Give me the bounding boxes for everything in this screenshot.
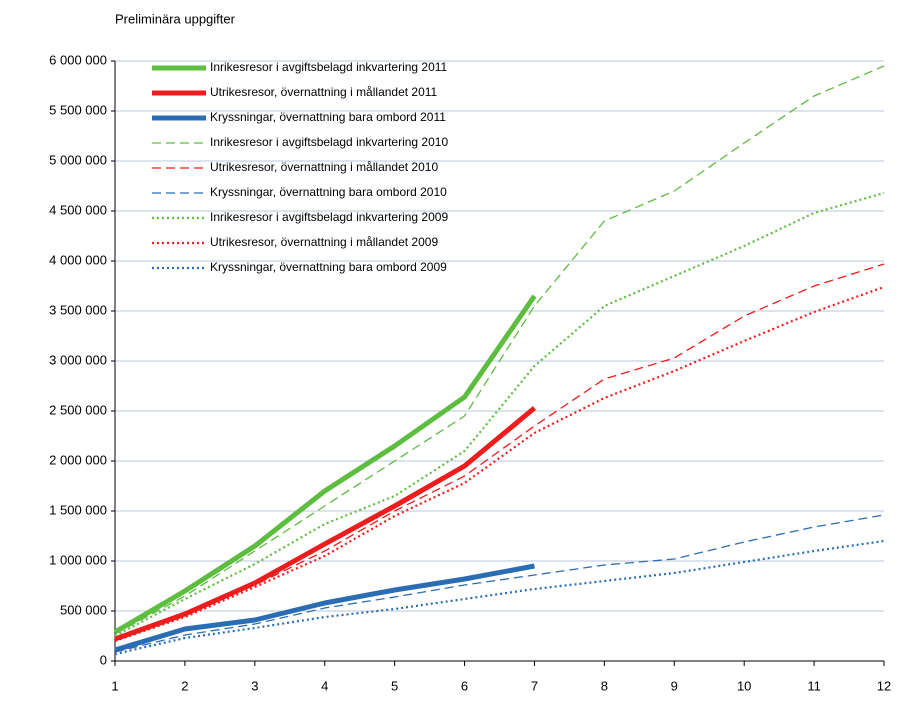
x-tick-label: 6 — [461, 678, 468, 693]
line-series — [114, 514, 885, 653]
y-tick-label: 1 500 000 — [49, 502, 107, 517]
y-tick-label: 1 000 000 — [49, 552, 107, 567]
x-tick-label: 11 — [807, 678, 821, 693]
chart-title: Preliminära uppgifter — [115, 11, 236, 26]
legend-label: Inrikesresor i avgiftsbelagd inkvarterin… — [210, 210, 448, 224]
y-tick-label: 2 500 000 — [49, 402, 107, 417]
x-tick-label: 7 — [531, 678, 538, 693]
line-series — [114, 65, 885, 635]
legend-label: Utrikesresor, övernattning i mållandet 2… — [210, 85, 438, 99]
legend-label: Kryssningar, övernattning bara ombord 20… — [210, 185, 447, 199]
x-tick-label: 12 — [877, 678, 891, 693]
legend-label: Kryssningar, övernattning bara ombord 20… — [210, 260, 447, 274]
y-tick-label: 4 000 000 — [49, 252, 107, 267]
legend-label: Inrikesresor i avgiftsbelagd inkvarterin… — [210, 60, 448, 74]
legend-label: Inrikesresor i avgiftsbelagd inkvarterin… — [210, 135, 448, 149]
line-series — [114, 539, 885, 656]
y-tick-label: 4 500 000 — [49, 202, 107, 217]
line-series — [114, 263, 885, 640]
x-tick-label: 2 — [181, 678, 188, 693]
y-tick-label: 6 000 000 — [49, 52, 107, 67]
y-tick-label: 3 000 000 — [49, 352, 107, 367]
line-series — [114, 191, 885, 637]
legend-label: Utrikesresor, övernattning i mållandet 2… — [210, 160, 438, 174]
y-tick-label: 0 — [100, 652, 107, 667]
line-series — [114, 563, 535, 653]
y-tick-label: 500 000 — [60, 602, 107, 617]
line-series — [114, 285, 885, 643]
x-tick-label: 10 — [737, 678, 751, 693]
x-tick-label: 4 — [321, 678, 328, 693]
x-tick-label: 5 — [391, 678, 398, 693]
x-tick-label: 8 — [601, 678, 608, 693]
legend-label: Utrikesresor, övernattning i mållandet 2… — [210, 235, 438, 249]
x-tick-label: 1 — [111, 678, 118, 693]
line-series — [114, 406, 537, 642]
legend-label: Kryssningar, övernattning bara ombord 20… — [210, 110, 446, 124]
x-tick-label: 9 — [671, 678, 678, 693]
x-tick-label: 3 — [251, 678, 258, 693]
y-tick-label: 3 500 000 — [49, 302, 107, 317]
y-tick-label: 5 000 000 — [49, 152, 107, 167]
y-tick-label: 2 000 000 — [49, 452, 107, 467]
y-tick-label: 5 500 000 — [49, 102, 107, 117]
line-series — [113, 294, 537, 635]
